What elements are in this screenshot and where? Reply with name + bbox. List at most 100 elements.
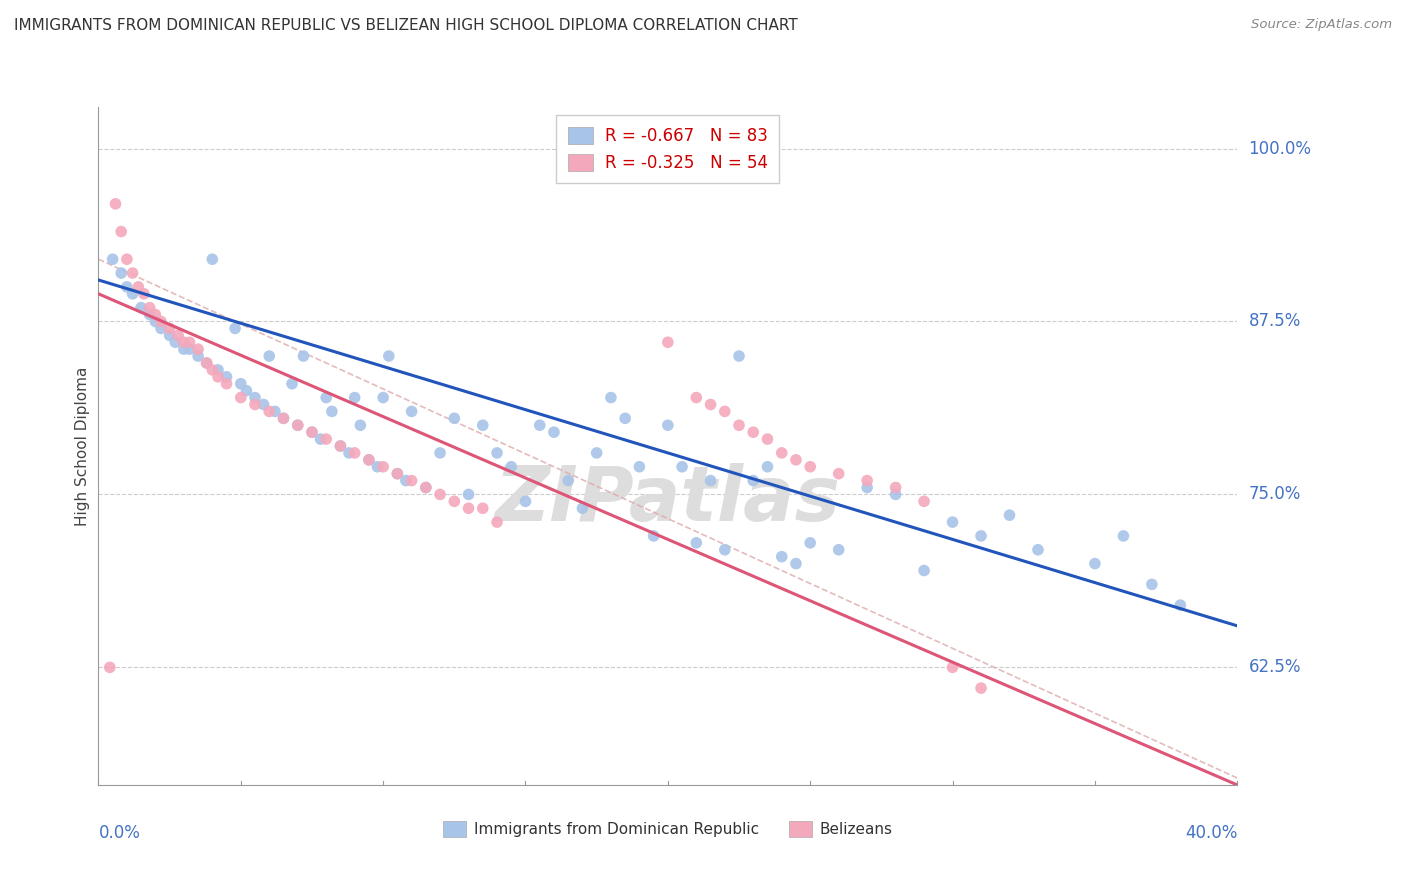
Point xyxy=(728,349,751,363)
Point xyxy=(138,308,160,322)
Point xyxy=(229,391,252,405)
Text: 40.0%: 40.0% xyxy=(1185,824,1237,842)
Point xyxy=(349,418,371,433)
Point xyxy=(129,301,152,315)
Point xyxy=(138,301,160,315)
Text: 62.5%: 62.5% xyxy=(1249,658,1301,676)
Point xyxy=(395,474,418,488)
Point xyxy=(429,487,451,501)
Point xyxy=(828,467,851,481)
Point xyxy=(415,481,437,495)
Point xyxy=(252,397,274,411)
Point xyxy=(315,391,337,405)
Point xyxy=(699,474,721,488)
Point xyxy=(115,252,138,267)
Point xyxy=(132,286,155,301)
Point xyxy=(671,459,693,474)
Point xyxy=(828,542,851,557)
Point xyxy=(301,425,323,439)
Point xyxy=(378,349,401,363)
Point xyxy=(1170,598,1192,612)
Point xyxy=(110,225,132,239)
Point xyxy=(121,266,143,280)
Point xyxy=(150,314,173,328)
Point xyxy=(457,487,479,501)
Point xyxy=(856,474,879,488)
Point xyxy=(357,453,380,467)
Text: 87.5%: 87.5% xyxy=(1249,312,1301,330)
Point xyxy=(329,439,352,453)
Point xyxy=(728,418,751,433)
Point xyxy=(229,376,252,391)
Point xyxy=(195,356,218,370)
Point xyxy=(357,453,380,467)
Point xyxy=(201,252,224,267)
Point xyxy=(685,536,707,550)
Point xyxy=(614,411,637,425)
Point xyxy=(401,404,423,418)
Point xyxy=(387,467,409,481)
Point xyxy=(235,384,257,398)
Point xyxy=(273,411,295,425)
Point xyxy=(215,376,238,391)
Point xyxy=(856,481,879,495)
Text: Source: ZipAtlas.com: Source: ZipAtlas.com xyxy=(1251,18,1392,31)
Point xyxy=(259,404,281,418)
Point xyxy=(187,349,209,363)
Point xyxy=(643,529,665,543)
Point xyxy=(1140,577,1163,591)
Legend: Immigrants from Dominican Republic, Belizeans: Immigrants from Dominican Republic, Beli… xyxy=(436,814,900,845)
Point xyxy=(942,515,965,529)
Point xyxy=(281,376,304,391)
Y-axis label: High School Diploma: High School Diploma xyxy=(75,367,90,525)
Point xyxy=(998,508,1021,523)
Point xyxy=(315,432,337,446)
Point xyxy=(1026,542,1049,557)
Point xyxy=(756,459,779,474)
Point xyxy=(167,328,190,343)
Point xyxy=(912,494,935,508)
Point xyxy=(301,425,323,439)
Point xyxy=(145,314,167,328)
Point xyxy=(785,453,807,467)
Point xyxy=(343,446,366,460)
Point xyxy=(970,681,993,695)
Point xyxy=(628,459,651,474)
Point xyxy=(264,404,287,418)
Point xyxy=(115,280,138,294)
Point xyxy=(195,356,218,370)
Point xyxy=(770,549,793,564)
Point xyxy=(224,321,246,335)
Point xyxy=(159,321,181,335)
Text: IMMIGRANTS FROM DOMINICAN REPUBLIC VS BELIZEAN HIGH SCHOOL DIPLOMA CORRELATION C: IMMIGRANTS FROM DOMINICAN REPUBLIC VS BE… xyxy=(14,18,797,33)
Point xyxy=(343,391,366,405)
Point xyxy=(529,418,551,433)
Point xyxy=(104,197,127,211)
Point xyxy=(373,459,395,474)
Text: ZIPatlas: ZIPatlas xyxy=(495,463,841,537)
Point xyxy=(443,494,465,508)
Point xyxy=(159,328,181,343)
Point xyxy=(742,425,765,439)
Point xyxy=(337,446,360,460)
Point xyxy=(165,335,187,350)
Point xyxy=(714,404,737,418)
Point xyxy=(321,404,343,418)
Point xyxy=(799,536,821,550)
Point xyxy=(585,446,607,460)
Point xyxy=(657,335,679,350)
Point xyxy=(1112,529,1135,543)
Point xyxy=(486,515,509,529)
Point xyxy=(287,418,309,433)
Point xyxy=(98,660,121,674)
Point xyxy=(173,335,195,350)
Point xyxy=(187,342,209,356)
Point xyxy=(471,501,494,516)
Point xyxy=(179,342,201,356)
Point xyxy=(685,391,707,405)
Point xyxy=(714,542,737,557)
Point xyxy=(101,252,124,267)
Point xyxy=(292,349,315,363)
Point xyxy=(600,391,623,405)
Point xyxy=(515,494,537,508)
